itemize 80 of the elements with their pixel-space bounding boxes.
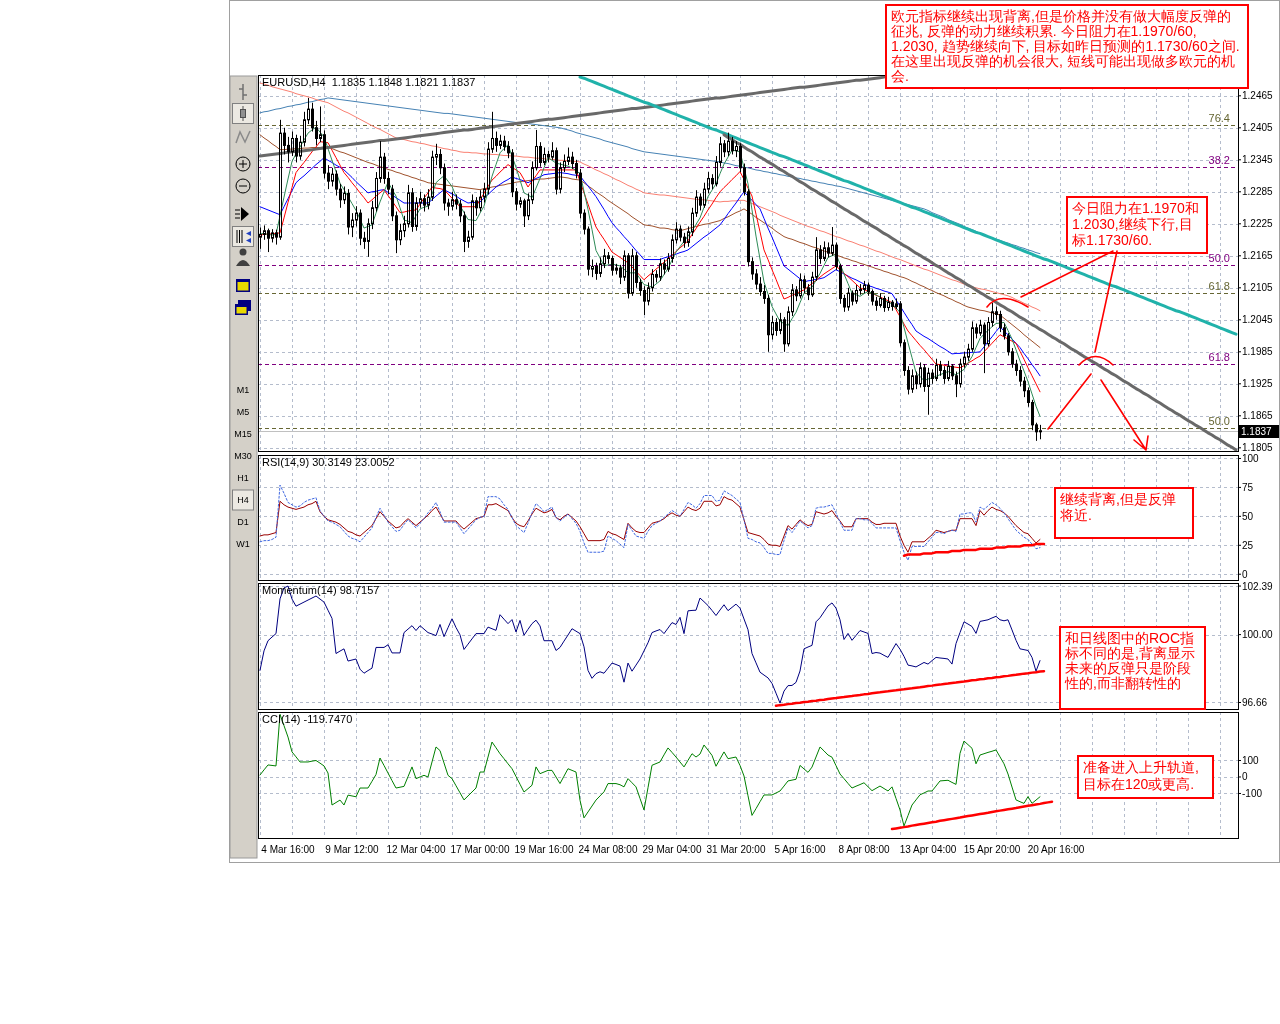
x-tick-label: 17 Mar 00:00: [450, 843, 510, 855]
y-tick-label: 1.1805: [1242, 442, 1274, 454]
candlestick: [263, 224, 266, 241]
candlestick: [891, 299, 894, 312]
text: W1: [236, 539, 250, 549]
candlestick: [643, 285, 646, 316]
annotation: 和日线图中的ROC指标不同的是,背离显示未来的反弹只是阶段性的,而非翻转性的: [1064, 630, 1195, 692]
y-tick-label: 0: [1242, 771, 1248, 783]
line-series: [259, 134, 1041, 349]
y-tick-label: 1.1865: [1242, 410, 1274, 422]
annotation: 61.8: [1208, 351, 1230, 363]
ref-line-label: 1.1837: [1241, 426, 1273, 437]
y-tick-label: 50: [1242, 510, 1254, 522]
line-series: [259, 97, 1041, 255]
annotation: 76.4: [1208, 112, 1230, 124]
x-tick-label: 13 Apr 04:00: [899, 843, 957, 855]
y-tick-label: 75: [1242, 481, 1254, 493]
candlestick: [335, 169, 338, 197]
annotation: 50.0: [1208, 252, 1230, 264]
text: M15: [234, 429, 252, 439]
y-tick-label: -100: [1242, 787, 1263, 799]
y-tick-label: 1.2465: [1242, 90, 1274, 102]
candlestick: [423, 193, 426, 213]
x-tick-label: 5 Apr 16:00: [774, 843, 827, 855]
x-tick-label: 19 Mar 16:00: [514, 843, 574, 855]
y-tick-label: 0: [1242, 568, 1248, 580]
x-tick-label: 31 Mar 20:00: [706, 843, 766, 855]
line-series: [259, 484, 1041, 561]
y-tick-label: 1.2405: [1242, 122, 1274, 134]
text: D1: [237, 517, 249, 527]
annotation: 38.2: [1208, 154, 1230, 166]
y-tick-label: 102.39: [1242, 580, 1274, 592]
x-tick-label: 15 Apr 20:00: [963, 843, 1021, 855]
line-series: [890, 800, 1054, 831]
line-series: [259, 496, 1041, 553]
y-tick-label: 1.2285: [1242, 186, 1274, 198]
chart-title: RSI(14,9) 30.3149 23.0052: [262, 456, 395, 468]
line-series: [722, 133, 1238, 452]
y-tick-label: 100: [1242, 754, 1260, 766]
candlestick: [775, 317, 778, 337]
y-tick-label: 1.2345: [1242, 154, 1274, 166]
x-tick-label: 9 Mar 12:00: [325, 843, 380, 855]
text: H1: [237, 473, 249, 483]
text: M5: [236, 407, 250, 417]
chart-title: EURUSD,H4 1.1835 1.1848 1.1821 1.1837: [262, 76, 476, 88]
y-tick-label: 96.66: [1242, 697, 1268, 708]
x-tick-label: 24 Mar 08:00: [578, 843, 638, 855]
x-tick-label: 12 Mar 04:00: [386, 843, 446, 855]
annotation: 50.0: [1208, 415, 1230, 427]
x-tick-label: 8 Apr 08:00: [838, 843, 891, 855]
y-tick-label: 1.2105: [1242, 282, 1274, 294]
y-tick-label: 1.1985: [1242, 346, 1274, 358]
annotation: 准备进入上升轨道,目标在120或更高.: [1083, 759, 1199, 793]
line-series: [258, 75, 886, 158]
y-tick-label: 100: [1242, 452, 1260, 464]
text: H4: [237, 495, 249, 505]
candlestick: [919, 361, 922, 389]
y-tick-label: 25: [1242, 539, 1254, 551]
line-series: [774, 669, 1046, 707]
x-tick-label: 4 Mar 16:00: [261, 843, 316, 855]
x-tick-label: 29 Mar 04:00: [642, 843, 702, 855]
line-series: [259, 713, 1041, 827]
annotation: 继续背离,但是反弹将近.: [1059, 491, 1176, 524]
y-tick-label: 1.2045: [1242, 314, 1274, 326]
line-series: [259, 585, 1041, 704]
y-tick-label: 1.2165: [1242, 250, 1274, 262]
line-series: [902, 542, 1046, 557]
candlestick: [943, 365, 946, 385]
x-tick-label: 20 Apr 16:00: [1027, 843, 1085, 855]
y-tick-label: 1.2225: [1242, 218, 1274, 230]
annotation: 今日阻力在1.1970和1.2030,继续下行,目标1.1730/60.: [1071, 200, 1199, 249]
candlestick: [539, 141, 542, 168]
candlestick: [951, 363, 954, 381]
text: M1: [236, 385, 250, 395]
text: M30: [234, 451, 252, 461]
candlestick: [887, 296, 890, 312]
annotation: 61.8: [1208, 280, 1230, 292]
candlestick: [879, 292, 882, 309]
y-tick-label: 1.1925: [1242, 378, 1274, 390]
y-tick-label: 100.00: [1242, 629, 1274, 641]
